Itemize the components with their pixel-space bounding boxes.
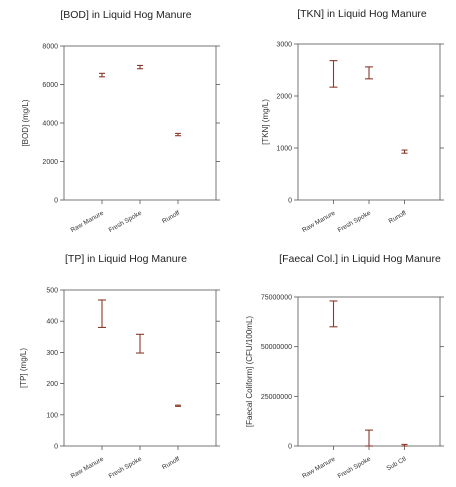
x-tick-label: Raw Manure	[301, 455, 337, 480]
y-axis-label: [TKN] (mg/L)	[261, 99, 270, 145]
chart-title: [TP] in Liquid Hog Manure	[65, 253, 187, 265]
error-bar	[401, 149, 408, 154]
x-tick-label: Runoff	[161, 456, 181, 472]
error-bar	[175, 132, 181, 137]
y-axis-label: [BOD] (mg/L)	[21, 99, 30, 146]
chart-panel-3: [TP] in Liquid Hog Manure [TP] (mg/L) 0 100…	[19, 253, 220, 480]
error-bar	[329, 60, 338, 88]
chart-title: [BOD] in Liquid Hog Manure	[60, 9, 191, 21]
y-tick-label: 2000	[276, 94, 292, 101]
error-bar	[401, 443, 408, 447]
error-bar	[98, 299, 106, 328]
y-tick-label: 300	[46, 350, 58, 357]
y-tick-label: 4000	[42, 121, 58, 128]
y-tick-label: 6000	[42, 82, 58, 89]
x-tick-label: Runoff	[161, 210, 181, 226]
y-tick-label: 8000	[42, 44, 58, 51]
x-tick-label: Raw Manure	[301, 209, 337, 234]
x-tick-label: Sub Ctl	[386, 455, 408, 472]
x-tick-label: Raw Manure	[70, 455, 106, 480]
chart-panel-1: [BOD] in Liquid Hog Manure [BOD] (mg/L) 0 2…	[21, 9, 220, 234]
y-tick-label: 75000000	[261, 295, 292, 302]
y-tick-label: 0	[54, 198, 58, 205]
error-bar	[329, 300, 338, 328]
error-bar	[365, 66, 373, 80]
y-tick-label: 50000000	[261, 344, 292, 351]
y-axis-label: [Faecal Coliform] (CFU/100mL)	[245, 316, 254, 427]
y-tick-label: 0	[288, 444, 292, 451]
y-tick-label: 2000	[42, 159, 58, 166]
plot-frame	[297, 296, 441, 447]
plot-frame	[63, 289, 217, 447]
x-tick-label: Runoff	[388, 210, 408, 226]
error-bar	[365, 429, 373, 447]
y-tick-label: 100	[46, 412, 58, 419]
x-tick-label: Fresh Spoke	[337, 209, 373, 234]
y-tick-label: 500	[46, 288, 58, 295]
y-tick-label: 0	[288, 198, 292, 205]
y-tick-label: 25000000	[261, 394, 292, 401]
x-tick-label: Fresh Spoke	[337, 455, 373, 480]
error-bar	[175, 404, 181, 407]
chart-panel-4: [Faecal Col.] in Liquid Hog Manure [Faeca…	[245, 253, 444, 480]
x-tick-label: Raw Manure	[70, 209, 106, 234]
y-tick-label: 400	[46, 319, 58, 326]
chart-title: [TKN] in Liquid Hog Manure	[297, 8, 427, 20]
x-tick-label: Fresh Spoke	[108, 209, 144, 234]
chart-title: [Faecal Col.] in Liquid Hog Manure	[279, 253, 441, 265]
y-tick-label: 0	[54, 444, 58, 451]
y-tick-label: 3000	[276, 42, 292, 49]
y-tick-label: 200	[46, 381, 58, 388]
error-bar	[137, 64, 143, 70]
error-bar	[136, 333, 144, 354]
x-tick-label: Fresh Spoke	[108, 455, 144, 480]
chart-panel-2: [TKN] in Liquid Hog Manure [TKN] (mg/L) 0 1…	[261, 8, 444, 234]
error-bar	[99, 72, 105, 78]
y-axis-label: [TP] (mg/L)	[19, 348, 28, 388]
y-tick-label: 1000	[276, 146, 292, 153]
